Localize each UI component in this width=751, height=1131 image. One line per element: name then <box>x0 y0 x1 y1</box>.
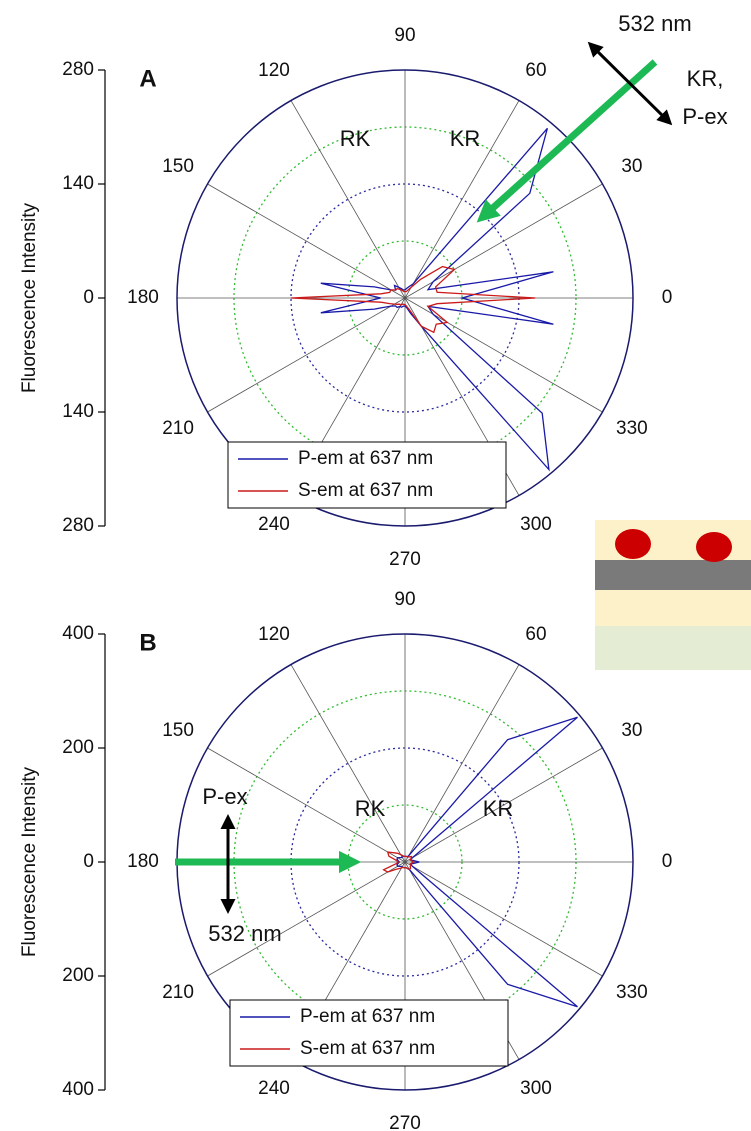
angle-grid-line <box>404 664 520 863</box>
polar-chart: 0 30 60 90 120 150 180 210 240 270 300 330 400 200 0 20… <box>19 589 672 1131</box>
y-tick-label: 400 <box>62 623 94 644</box>
angle-grid-line <box>404 183 603 299</box>
panel-label: B <box>139 629 156 656</box>
annotation: 532 nm <box>618 11 691 36</box>
legend-label: P-em at 637 nm <box>298 448 433 469</box>
angle-label: 0 <box>662 851 673 872</box>
angle-label: 210 <box>162 982 194 1003</box>
angle-label: 0 <box>662 287 673 308</box>
annotation: KR <box>483 796 514 821</box>
angle-label: 30 <box>621 720 642 741</box>
angle-grid-line <box>207 747 406 863</box>
y-tick-label: 200 <box>62 737 94 758</box>
y-tick-label: 280 <box>62 515 94 536</box>
angle-label: 300 <box>520 1078 552 1099</box>
angle-label: 240 <box>258 1078 290 1099</box>
angle-label: 240 <box>258 514 290 535</box>
angle-label: 150 <box>162 720 194 741</box>
angle-grid-line <box>404 100 520 299</box>
annotation: KR, <box>687 66 724 91</box>
angle-label: 150 <box>162 156 194 177</box>
y-tick-label: 200 <box>62 965 94 986</box>
angle-label: 30 <box>621 156 642 177</box>
outer-circle <box>176 69 634 527</box>
annotation: RK <box>355 796 386 821</box>
y-tick-label: 400 <box>62 1079 94 1100</box>
annotation: KR <box>450 126 481 151</box>
angle-grid-line <box>207 297 406 413</box>
annotation: P-ex <box>202 784 247 809</box>
polar-chart: 0 30 60 90 120 150 180 210 240 270 300 330 280 140 0 14… <box>19 11 728 570</box>
angle-label: 270 <box>389 549 421 570</box>
angle-grid-line <box>207 861 406 977</box>
panel-label: A <box>139 65 156 92</box>
y-tick-label: 0 <box>83 287 94 308</box>
polarization-arrow <box>587 41 673 126</box>
angle-label: 330 <box>616 982 648 1003</box>
legend-box <box>229 999 509 1067</box>
y-tick-label: 140 <box>62 173 94 194</box>
angle-label: 90 <box>394 589 415 610</box>
angle-label: 60 <box>525 60 546 81</box>
y-tick-label: 0 <box>83 851 94 872</box>
angle-label: 90 <box>394 25 415 46</box>
annotation: RK <box>340 126 371 151</box>
legend-label: S-em at 637 nm <box>300 1038 435 1059</box>
y-axis-label: Fluorescence Intensity <box>19 202 40 393</box>
angle-label: 300 <box>520 514 552 535</box>
annotation: P-ex <box>682 104 727 129</box>
angle-label: 180 <box>127 287 159 308</box>
legend-label: P-em at 637 nm <box>300 1006 435 1027</box>
angle-label: 330 <box>616 418 648 439</box>
angle-grid-line <box>404 747 603 863</box>
series-line <box>382 851 415 873</box>
angle-label: 120 <box>258 624 290 645</box>
angle-label: 60 <box>525 624 546 645</box>
angle-label: 120 <box>258 60 290 81</box>
series-line <box>290 265 536 334</box>
angle-label: 210 <box>162 418 194 439</box>
annotation: 532 nm <box>208 921 281 946</box>
angle-grid-line <box>404 861 603 977</box>
angle-grid-line <box>207 183 406 299</box>
angle-grid-line <box>290 664 406 863</box>
angle-label: 180 <box>127 851 159 872</box>
y-tick-label: 140 <box>62 401 94 422</box>
angle-label: 270 <box>389 1113 421 1131</box>
y-tick-label: 280 <box>62 59 94 80</box>
inset <box>595 520 751 670</box>
angle-grid-line <box>290 100 406 299</box>
legend-box <box>227 441 507 509</box>
angle-grid-line <box>404 297 603 413</box>
y-axis-label: Fluorescence Intensity <box>19 766 40 957</box>
legend-label: S-em at 637 nm <box>298 480 433 501</box>
